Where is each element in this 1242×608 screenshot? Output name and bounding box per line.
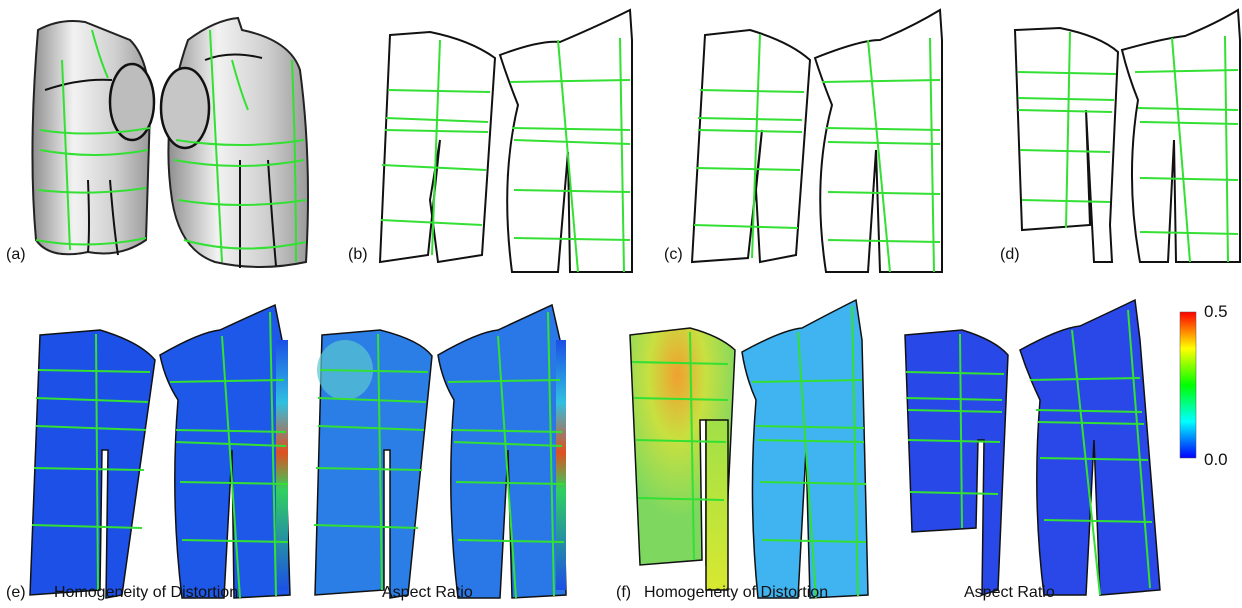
panel-label-e: (e) xyxy=(6,584,26,601)
panel-label-d: (d) xyxy=(1000,246,1020,263)
panel-d-pattern xyxy=(1013,8,1241,263)
panel-label-a: (a) xyxy=(6,246,26,263)
panel-e-aspect-ratio-map xyxy=(313,303,567,599)
caption-f-aspect-ratio: Aspect Ratio xyxy=(964,584,1055,601)
panel-label-b: (b) xyxy=(348,246,368,263)
panel-b-pattern xyxy=(378,8,633,273)
colorbar-max-label: 0.5 xyxy=(1204,302,1228,321)
panel-label-f: (f) xyxy=(616,584,632,601)
caption-e-aspect-ratio: Aspect Ratio xyxy=(382,584,473,601)
panel-e-homogeneity-map xyxy=(29,303,291,599)
panel-label-c: (c) xyxy=(664,246,683,263)
colorbar-min-label: 0.0 xyxy=(1204,450,1228,469)
panel-a-3d-garment xyxy=(31,16,309,268)
caption-e-homogeneity: Homogeneity of Distortion xyxy=(54,584,239,601)
colorbar xyxy=(1179,311,1197,459)
caption-f-homogeneity: Homogeneity of Distortion xyxy=(644,584,829,601)
panel-f-homogeneity-map xyxy=(629,298,869,599)
panel-c-pattern xyxy=(690,8,943,273)
panel-f-aspect-ratio-map xyxy=(904,298,1161,597)
